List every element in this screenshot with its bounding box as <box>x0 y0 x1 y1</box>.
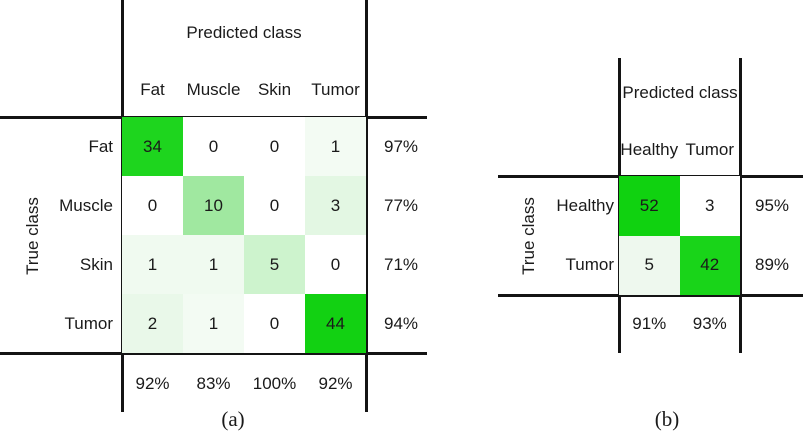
row-header-fat: Fat <box>88 136 113 156</box>
matrix-cell: 0 <box>305 235 366 294</box>
row-header-muscle: Muscle <box>59 195 113 215</box>
matrix-cell: 3 <box>679 176 740 236</box>
matrix-cell: 0 <box>244 294 305 353</box>
matrix-cell: 1 <box>305 117 366 176</box>
matrix-b-row-percentages: 95% 89% <box>748 176 796 295</box>
matrix-a-predicted-class-label: Predicted class <box>186 23 302 42</box>
matrix-b-true-class-label: True class <box>519 197 538 275</box>
matrix-cell: 52 <box>619 176 680 236</box>
row-percent: 94% <box>383 313 419 333</box>
matrix-cell: 1 <box>183 235 244 294</box>
col-header-tumor: Tumor <box>311 80 360 99</box>
matrix-cell: 42 <box>679 235 740 295</box>
matrix-cell: 0 <box>183 117 244 176</box>
matrix-b-cells: 52 3 5 42 <box>619 176 740 295</box>
col-percent: 83% <box>196 374 231 393</box>
row-percent: 95% <box>754 195 790 215</box>
row-percent: 77% <box>383 195 419 215</box>
matrix-b-column-headers: Healthy Tumor <box>619 139 740 161</box>
col-header-muscle: Muscle <box>186 80 241 99</box>
matrix-a-hline-bottom <box>0 351 427 355</box>
matrix-cell: 34 <box>122 117 183 176</box>
caption-a: (a) <box>221 407 245 431</box>
matrix-cell: 1 <box>122 235 183 294</box>
matrix-cell: 5 <box>244 235 305 294</box>
matrix-cell: 44 <box>305 294 366 353</box>
col-header-fat: Fat <box>140 80 165 99</box>
matrix-b-hline-bottom <box>498 293 803 297</box>
col-header-skin: Skin <box>257 80 292 99</box>
matrix-cell: 2 <box>122 294 183 353</box>
matrix-a-row-headers: Fat Muscle Skin Tumor <box>40 117 113 353</box>
col-percent: 91% <box>632 314 667 333</box>
matrix-a-cells: 34 0 0 1 0 10 0 3 1 1 5 0 2 1 0 44 <box>122 117 366 353</box>
row-percent: 71% <box>383 254 419 274</box>
matrix-a-vline-right <box>364 0 368 412</box>
matrix-cell: 0 <box>122 176 183 235</box>
matrix-cell: 1 <box>183 294 244 353</box>
col-percent: 100% <box>252 374 297 393</box>
row-header-skin: Skin <box>79 254 113 274</box>
matrix-cell: 10 <box>183 176 244 235</box>
matrix-cell: 0 <box>244 117 305 176</box>
matrix-cell: 5 <box>619 235 680 295</box>
col-header-tumor: Tumor <box>685 140 735 159</box>
col-percent: 92% <box>135 374 170 393</box>
matrix-b-predicted-class-label: Predicted class <box>622 83 738 102</box>
matrix-cell: 0 <box>244 176 305 235</box>
matrix-a-column-headers: Fat Muscle Skin Tumor <box>122 79 366 101</box>
matrix-b-row-headers: Healthy Tumor <box>540 176 614 295</box>
row-percent: 89% <box>754 255 790 275</box>
matrix-b-vline-right <box>738 58 742 353</box>
caption-b: (b) <box>654 407 680 431</box>
col-header-healthy: Healthy <box>620 140 679 159</box>
col-percent: 93% <box>692 314 727 333</box>
matrix-cell: 3 <box>305 176 366 235</box>
col-percent: 92% <box>318 374 353 393</box>
row-header-healthy: Healthy <box>556 195 614 215</box>
matrix-a-column-percentages: 92% 83% 100% 92% <box>122 372 366 396</box>
row-header-tumor: Tumor <box>565 255 615 275</box>
row-header-tumor: Tumor <box>64 313 114 333</box>
matrix-b-column-percentages: 91% 93% <box>619 312 740 336</box>
matrix-a-row-percentages: 97% 77% 71% 94% <box>377 117 425 353</box>
row-percent: 97% <box>383 136 419 156</box>
